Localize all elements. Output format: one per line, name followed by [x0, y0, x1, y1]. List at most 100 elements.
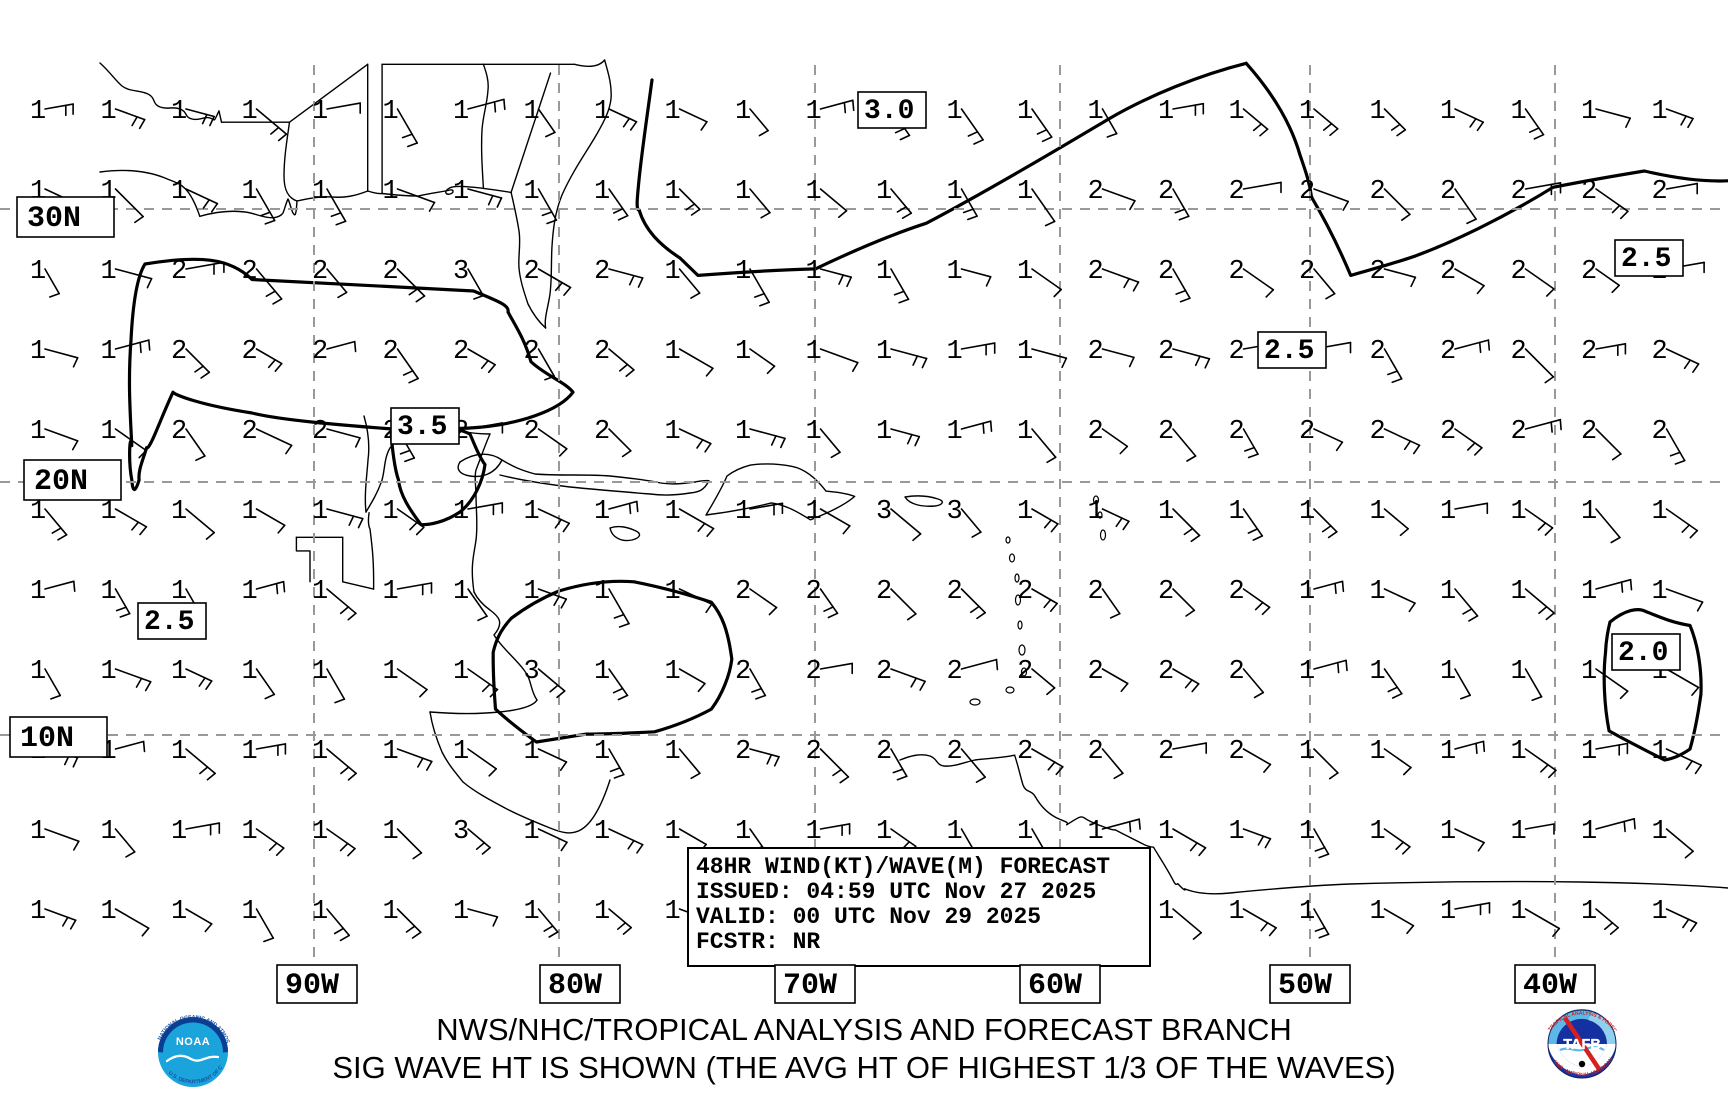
- svg-text:1: 1: [242, 177, 258, 207]
- svg-text:1: 1: [524, 497, 540, 527]
- svg-text:1: 1: [101, 257, 117, 287]
- svg-text:1: 1: [453, 737, 469, 767]
- svg-text:1: 1: [1511, 737, 1527, 767]
- svg-text:1: 1: [524, 897, 540, 927]
- svg-text:1: 1: [1370, 577, 1386, 607]
- svg-text:1: 1: [1299, 657, 1315, 687]
- svg-text:2: 2: [1652, 177, 1668, 207]
- svg-text:1: 1: [806, 97, 822, 127]
- svg-text:2: 2: [1229, 657, 1245, 687]
- svg-text:1: 1: [1511, 817, 1527, 847]
- svg-text:2: 2: [735, 737, 751, 767]
- svg-text:1: 1: [524, 177, 540, 207]
- svg-text:1: 1: [876, 257, 892, 287]
- svg-text:ISSUED: 04:59 UTC Nov 27 2025: ISSUED: 04:59 UTC Nov 27 2025: [696, 879, 1096, 905]
- svg-text:2: 2: [806, 657, 822, 687]
- svg-text:1: 1: [665, 257, 681, 287]
- svg-text:2: 2: [524, 417, 540, 447]
- svg-text:2: 2: [242, 417, 258, 447]
- svg-text:1: 1: [806, 497, 822, 527]
- svg-text:1: 1: [242, 497, 258, 527]
- svg-text:2: 2: [312, 417, 328, 447]
- svg-text:1: 1: [594, 177, 610, 207]
- svg-text:1: 1: [242, 97, 258, 127]
- svg-text:1: 1: [665, 897, 681, 927]
- svg-text:1: 1: [171, 497, 187, 527]
- svg-text:1: 1: [947, 97, 963, 127]
- svg-text:1: 1: [1440, 497, 1456, 527]
- svg-text:1: 1: [1017, 817, 1033, 847]
- svg-text:1: 1: [30, 497, 46, 527]
- svg-text:2: 2: [947, 577, 963, 607]
- svg-text:2: 2: [1440, 257, 1456, 287]
- svg-text:2: 2: [1299, 177, 1315, 207]
- svg-text:1: 1: [876, 817, 892, 847]
- svg-text:1: 1: [524, 97, 540, 127]
- svg-text:1: 1: [101, 97, 117, 127]
- svg-text:1: 1: [665, 577, 681, 607]
- svg-text:2: 2: [1088, 417, 1104, 447]
- svg-text:2: 2: [383, 337, 399, 367]
- svg-text:1: 1: [312, 817, 328, 847]
- svg-text:1: 1: [1440, 817, 1456, 847]
- svg-text:1: 1: [1158, 817, 1174, 847]
- svg-text:1: 1: [1581, 497, 1597, 527]
- svg-text:2: 2: [1088, 177, 1104, 207]
- svg-text:2.0: 2.0: [1618, 638, 1668, 669]
- svg-text:NWS/NHC/TROPICAL ANALYSIS AND: NWS/NHC/TROPICAL ANALYSIS AND FORECAST B…: [436, 1012, 1292, 1047]
- svg-text:1: 1: [383, 657, 399, 687]
- svg-text:1: 1: [383, 177, 399, 207]
- svg-text:2: 2: [594, 257, 610, 287]
- svg-text:1: 1: [735, 257, 751, 287]
- svg-text:1: 1: [665, 337, 681, 367]
- svg-text:48HR WIND(KT)/WAVE(M) FORECAST: 48HR WIND(KT)/WAVE(M) FORECAST: [696, 854, 1110, 880]
- svg-text:1: 1: [665, 657, 681, 687]
- svg-text:2: 2: [1017, 657, 1033, 687]
- svg-text:1: 1: [735, 417, 751, 447]
- svg-text:2: 2: [171, 417, 187, 447]
- svg-text:2: 2: [1088, 337, 1104, 367]
- svg-text:1: 1: [101, 817, 117, 847]
- svg-text:1: 1: [312, 177, 328, 207]
- svg-text:3: 3: [453, 817, 469, 847]
- svg-text:2: 2: [876, 577, 892, 607]
- svg-text:1: 1: [665, 817, 681, 847]
- svg-text:1: 1: [1299, 497, 1315, 527]
- svg-text:10N: 10N: [20, 722, 74, 756]
- svg-text:1: 1: [594, 497, 610, 527]
- svg-text:1: 1: [1581, 897, 1597, 927]
- svg-text:1: 1: [806, 417, 822, 447]
- svg-text:1: 1: [1370, 97, 1386, 127]
- svg-text:1: 1: [101, 897, 117, 927]
- svg-text:1: 1: [524, 817, 540, 847]
- svg-text:1: 1: [594, 737, 610, 767]
- svg-text:2: 2: [383, 257, 399, 287]
- svg-text:1: 1: [1158, 97, 1174, 127]
- svg-text:3.0: 3.0: [864, 96, 914, 127]
- svg-text:2: 2: [524, 337, 540, 367]
- svg-text:1: 1: [1652, 497, 1668, 527]
- svg-text:1: 1: [171, 817, 187, 847]
- svg-text:1: 1: [30, 657, 46, 687]
- svg-text:1: 1: [735, 817, 751, 847]
- svg-text:VALID: 00 UTC Nov 29 2025: VALID: 00 UTC Nov 29 2025: [696, 904, 1041, 930]
- svg-text:1: 1: [453, 497, 469, 527]
- svg-text:2: 2: [1370, 257, 1386, 287]
- svg-text:2: 2: [1440, 177, 1456, 207]
- svg-text:1: 1: [171, 97, 187, 127]
- svg-text:1: 1: [1652, 97, 1668, 127]
- svg-text:1: 1: [1581, 817, 1597, 847]
- svg-text:1: 1: [947, 257, 963, 287]
- svg-text:1: 1: [1511, 577, 1527, 607]
- svg-text:1: 1: [312, 737, 328, 767]
- svg-text:2: 2: [1158, 337, 1174, 367]
- svg-text:2: 2: [1158, 177, 1174, 207]
- svg-text:1: 1: [594, 97, 610, 127]
- svg-text:2: 2: [1158, 737, 1174, 767]
- svg-text:1: 1: [1440, 737, 1456, 767]
- svg-text:1: 1: [1017, 257, 1033, 287]
- svg-text:3.5: 3.5: [397, 412, 447, 443]
- svg-text:2: 2: [1229, 177, 1245, 207]
- svg-text:2: 2: [171, 257, 187, 287]
- svg-text:3: 3: [876, 497, 892, 527]
